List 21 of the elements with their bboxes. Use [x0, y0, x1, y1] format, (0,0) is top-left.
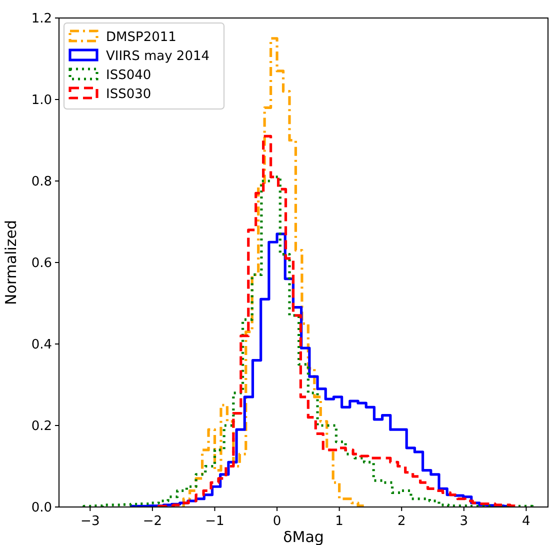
- x-tick-label: 4: [522, 514, 530, 529]
- y-tick-label: 1.0: [31, 93, 52, 108]
- x-axis-title: δMag: [283, 528, 324, 545]
- y-tick-label: 1.2: [31, 12, 52, 26]
- y-tick-label: 0.8: [31, 174, 52, 190]
- x-tick-label: 3: [460, 514, 468, 529]
- legend-label: ISS030: [106, 87, 152, 102]
- x-tick-label: 1: [335, 514, 344, 529]
- x-tick-label: −1: [205, 514, 224, 529]
- y-tick-label: 0.4: [31, 338, 52, 352]
- legend-label: DMSP2011: [106, 30, 176, 45]
- x-tick-label: −2: [142, 514, 162, 529]
- x-tick-label: 0: [272, 514, 282, 529]
- y-axis-title: Normalized: [2, 220, 20, 306]
- legend-label: VIIRS may 2014: [106, 49, 210, 64]
- y-tick-label: 0.6: [31, 256, 52, 271]
- x-tick-label: −3: [80, 514, 100, 529]
- y-tick-label: 0.0: [31, 500, 52, 516]
- x-tick-label: 2: [397, 514, 406, 529]
- legend-label: ISS040: [106, 68, 152, 83]
- y-tick-label: 0.2: [31, 419, 52, 434]
